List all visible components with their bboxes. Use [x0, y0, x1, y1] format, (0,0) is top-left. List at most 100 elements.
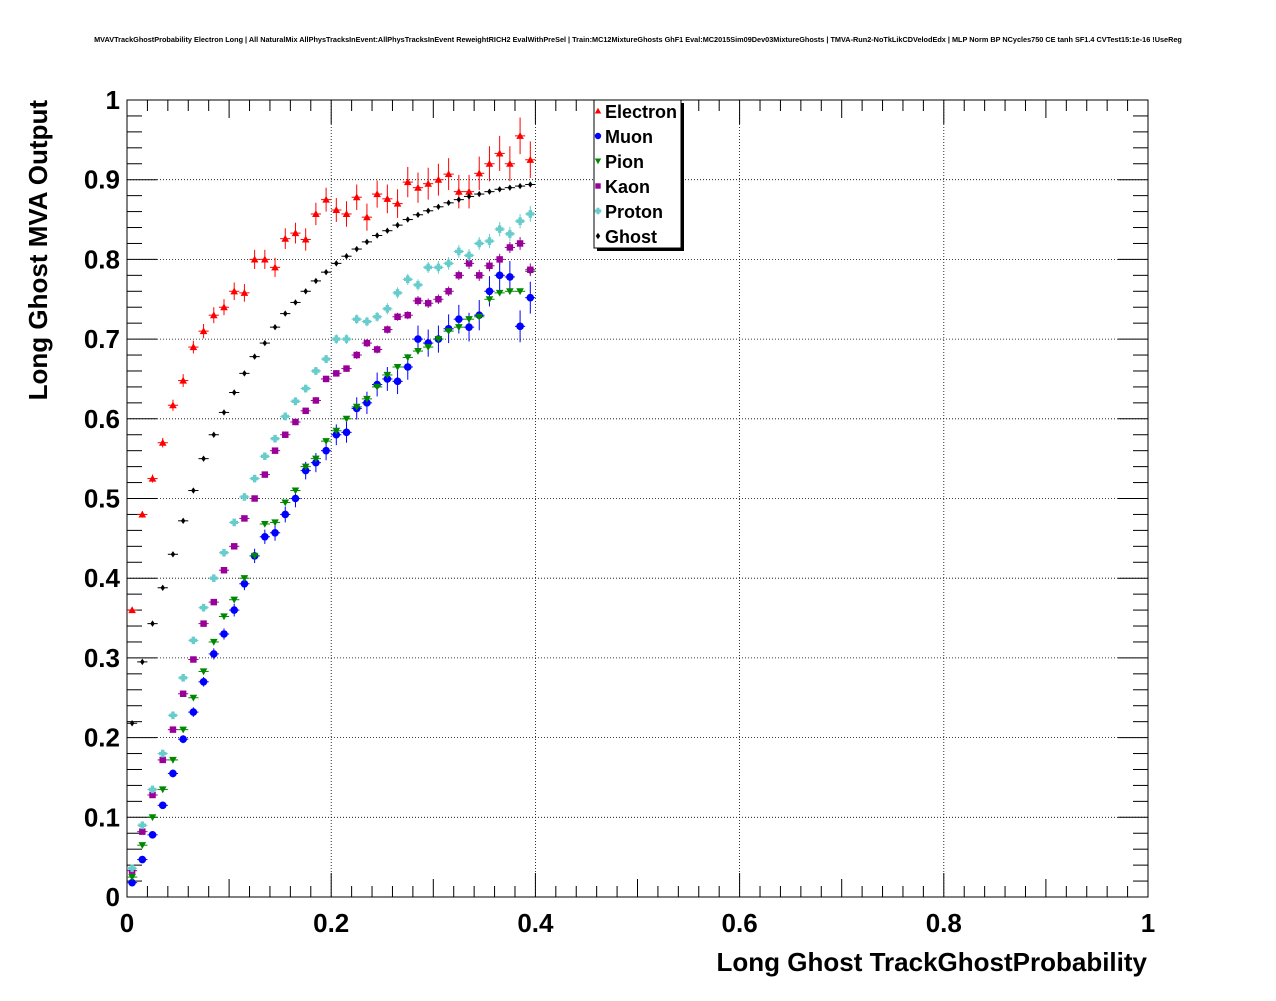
data-point-kaon — [455, 272, 463, 279]
data-point-proton — [301, 384, 310, 393]
data-point-muon — [179, 735, 187, 743]
series-proton — [127, 206, 536, 873]
data-point-proton — [169, 711, 177, 720]
data-point-proton — [261, 452, 269, 461]
data-point-electron — [230, 287, 239, 295]
data-point-ghost — [395, 221, 400, 229]
data-point-kaon — [445, 288, 452, 295]
data-point-electron — [373, 190, 381, 198]
y-tick-label: 0.8 — [84, 244, 120, 274]
legend-marker-electron — [594, 107, 602, 114]
y-tick-label: 0.1 — [84, 802, 120, 832]
data-point-pion — [158, 786, 167, 794]
data-point-kaon — [363, 339, 371, 347]
data-point-pion — [495, 289, 504, 297]
data-point-electron — [189, 343, 198, 351]
data-point-pion — [332, 427, 341, 435]
axis-ticks: 0 0.2 0.4 0.6 0.8 1 0 0.1 0.2 0.3 0.4 0.5 0.6 0.7 0.8 0… — [84, 85, 1155, 938]
data-point-proton — [250, 474, 259, 483]
data-point-muon — [403, 363, 412, 371]
data-point-proton — [485, 237, 494, 245]
data-point-proton — [332, 335, 341, 343]
y-axis-label: Long Ghost MVA Output — [23, 100, 53, 401]
data-point-electron — [220, 303, 228, 311]
legend-label-muon: Muon — [605, 127, 653, 147]
chart-title: MVAVTrackGhostProbability Electron Long … — [94, 35, 1182, 44]
legend-label-ghost: Ghost — [605, 227, 657, 247]
data-point-pion — [240, 575, 249, 582]
data-point-muon — [342, 428, 351, 437]
data-point-electron — [363, 213, 371, 221]
legend-marker-pion — [594, 158, 602, 165]
data-point-proton — [434, 263, 443, 272]
data-point-pion — [455, 324, 463, 331]
data-point-pion — [363, 395, 371, 403]
data-point-pion — [373, 383, 381, 391]
series-pion — [127, 268, 536, 881]
x-tick-label: 0.4 — [517, 908, 554, 938]
data-point-kaon — [261, 471, 269, 478]
data-point-muon — [332, 430, 341, 439]
data-point-kaon — [353, 351, 360, 359]
data-point-proton — [414, 281, 422, 289]
data-point-ghost — [160, 584, 165, 591]
legend-label-proton: Proton — [605, 202, 663, 222]
data-point-electron — [352, 193, 361, 201]
data-point-pion — [424, 344, 432, 351]
data-point-ghost — [517, 182, 523, 190]
data-point-electron — [312, 210, 320, 218]
data-point-kaon — [435, 296, 442, 303]
data-point-muon — [128, 878, 136, 887]
data-point-kaon — [220, 567, 228, 574]
data-point-proton — [240, 493, 249, 501]
data-point-kaon — [506, 244, 514, 251]
data-point-kaon — [516, 240, 524, 247]
data-point-muon — [526, 293, 535, 302]
data-point-proton — [465, 251, 473, 260]
data-point-electron — [261, 255, 269, 263]
data-point-proton — [373, 312, 381, 321]
y-tick-label: 1 — [106, 85, 120, 115]
data-point-pion — [403, 354, 412, 362]
data-point-muon — [240, 579, 249, 588]
data-point-electron — [148, 474, 157, 482]
legend-label-electron: Electron — [605, 102, 677, 122]
data-point-kaon — [179, 690, 187, 697]
data-point-kaon — [527, 266, 534, 273]
data-point-ghost — [354, 245, 359, 253]
legend-marker-ghost — [595, 232, 601, 240]
data-point-kaon — [139, 828, 146, 835]
data-point-electron — [250, 255, 259, 263]
data-point-kaon — [292, 418, 299, 426]
data-point-electron — [301, 235, 310, 243]
data-point-muon — [271, 528, 279, 537]
data-point-electron — [475, 169, 484, 177]
data-point-ghost — [150, 620, 155, 627]
data-point-proton — [179, 674, 187, 682]
data-point-proton — [342, 335, 351, 343]
data-point-kaon — [169, 726, 177, 733]
data-point-muon — [209, 650, 218, 658]
data-point-electron — [526, 155, 535, 163]
y-tick-label: 0.2 — [84, 723, 120, 753]
data-point-pion — [271, 519, 279, 527]
data-point-ghost — [334, 260, 339, 267]
data-point-muon — [506, 273, 514, 281]
y-tick-label: 0 — [106, 882, 120, 912]
data-point-ghost — [344, 253, 349, 260]
data-point-kaon — [373, 346, 381, 353]
data-point-ghost — [231, 389, 237, 396]
data-point-electron — [342, 210, 351, 218]
legend-label-pion: Pion — [605, 152, 644, 172]
data-point-pion — [281, 499, 290, 507]
data-point-ghost — [283, 310, 288, 317]
data-point-muon — [230, 606, 239, 614]
data-point-ghost — [129, 720, 135, 727]
data-point-electron — [485, 159, 494, 167]
data-point-proton — [220, 548, 228, 557]
data-point-ghost — [507, 184, 513, 191]
data-point-kaon — [486, 262, 493, 270]
series-ghost — [127, 181, 536, 727]
data-point-kaon — [496, 256, 503, 263]
data-point-muon — [485, 287, 494, 296]
